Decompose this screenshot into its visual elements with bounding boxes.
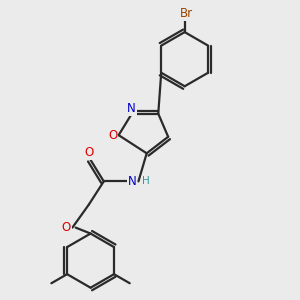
Text: N: N (127, 102, 136, 115)
Text: H: H (142, 176, 150, 186)
Text: O: O (108, 129, 117, 142)
Text: O: O (62, 221, 71, 234)
Text: N: N (128, 175, 136, 188)
Text: O: O (84, 146, 94, 159)
Text: Br: Br (180, 8, 193, 20)
